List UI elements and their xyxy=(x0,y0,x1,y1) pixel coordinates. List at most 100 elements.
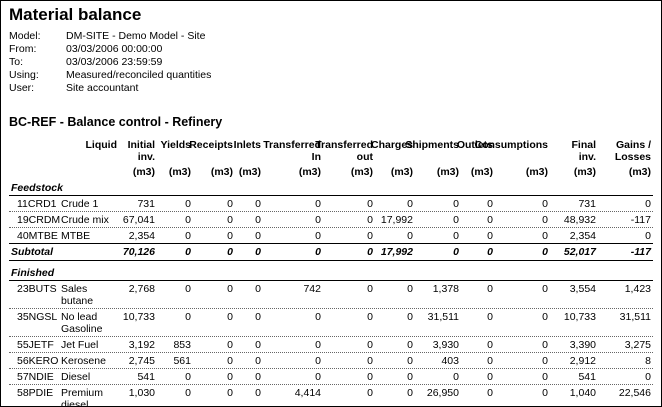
value-cell: 0 xyxy=(185,311,191,323)
value-cell: 0 xyxy=(407,283,413,295)
liquid-code: 11CRD1 xyxy=(17,198,57,210)
value-cell: 0 xyxy=(255,283,261,295)
value-cell: 0 xyxy=(367,339,373,351)
unit-cell: (m3) xyxy=(210,166,233,178)
value-cell: 0 xyxy=(315,230,321,242)
value-cell: 0 xyxy=(542,371,548,383)
column-header-9: Consumptions xyxy=(475,139,550,166)
value-cell: 0 xyxy=(185,371,191,383)
value-cell: 0 xyxy=(227,214,233,226)
value-cell: 0 xyxy=(255,214,261,226)
liquid-cell: 58PDIE Premium diesel xyxy=(9,385,119,407)
value-cell: 0 xyxy=(542,230,548,242)
liquid-name: Diesel xyxy=(61,371,91,383)
column-header-label: Shipments xyxy=(405,139,459,151)
value-cell: 0 xyxy=(407,230,413,242)
meta-label: To: xyxy=(9,56,24,68)
liquid-cell: 40MTBE MTBE xyxy=(9,228,119,243)
value-cell: 8 xyxy=(645,355,651,367)
column-header-label: Gains / Losses xyxy=(614,139,651,163)
value-cell: 0 xyxy=(367,355,373,367)
column-header-label: Consumptions xyxy=(474,139,549,151)
liquid-cell: 19CRDM Crude mix xyxy=(9,212,119,227)
unit-cell: (m3) xyxy=(390,166,413,178)
unit-cell: (m3) xyxy=(628,166,651,178)
value-cell: 0 xyxy=(185,198,191,210)
value-cell: 3,390 xyxy=(569,339,596,351)
group-label-finished: Finished xyxy=(9,265,653,281)
column-header-label: Yields xyxy=(160,139,191,151)
unit-cell: (m3) xyxy=(573,166,596,178)
liquid-cell: 57NDIE Diesel xyxy=(9,369,119,384)
value-cell: 2,354 xyxy=(128,230,155,242)
liquid-cell: 35NGSL No lead Gasoline xyxy=(9,309,119,336)
liquid-cell: 56KERO Kerosene xyxy=(9,353,119,368)
value-cell: 48,932 xyxy=(563,214,596,226)
value-cell: 2,745 xyxy=(128,355,155,367)
unit-cell: (m3) xyxy=(525,166,548,178)
liquid-code: 35NGSL xyxy=(17,311,58,323)
meta-value: 03/03/2006 23:59:59 xyxy=(66,56,163,68)
value-cell: 0 xyxy=(315,198,321,210)
value-cell: 0 xyxy=(407,371,413,383)
column-header-label: Charges xyxy=(370,139,413,151)
liquid-code: 57NDIE xyxy=(17,371,54,383)
value-cell: 22,546 xyxy=(618,387,651,399)
value-cell: 0 xyxy=(255,230,261,242)
unit-cell: (m3) xyxy=(168,166,191,178)
column-header-3: Inlets xyxy=(234,139,263,166)
value-cell: 0 xyxy=(407,311,413,323)
value-cell: -117 xyxy=(630,214,651,226)
value-cell: 0 xyxy=(227,311,233,323)
liquid-cell: 23BUTS Sales butane xyxy=(9,281,119,308)
unit-cell-empty xyxy=(9,166,119,180)
value-cell: 1,378 xyxy=(432,283,459,295)
value-cell: 731 xyxy=(578,198,596,210)
value-cell: 0 xyxy=(367,283,373,295)
column-header-6: Charges xyxy=(371,139,415,166)
table-row: 35NGSL No lead Gasoline 10,733 0 0 0 0 0 0 31,511… xyxy=(9,309,653,337)
liquid-cell: 11CRD1 Crude 1 xyxy=(9,196,119,211)
value-cell: 541 xyxy=(137,371,155,383)
unit-cell: (m3) xyxy=(238,166,261,178)
subtotal-value-cell: 52,017 xyxy=(563,246,596,258)
value-cell: 0 xyxy=(453,230,459,242)
subtotal-value-cell: 0 xyxy=(542,246,548,258)
value-cell: 0 xyxy=(185,387,191,399)
value-cell: 0 xyxy=(487,311,493,323)
liquid-code: 23BUTS xyxy=(17,283,57,295)
report-title: Material balance xyxy=(9,5,142,24)
value-cell: 0 xyxy=(227,371,233,383)
value-cell: 4,414 xyxy=(294,387,321,399)
value-cell: 2,768 xyxy=(128,283,155,295)
value-cell: 0 xyxy=(185,283,191,295)
value-cell: 853 xyxy=(173,339,191,351)
group-label-feedstock: Feedstock xyxy=(9,180,653,196)
value-cell: 0 xyxy=(255,339,261,351)
subtotal-value-cell: 0 xyxy=(315,246,321,258)
liquid-name: Sales butane xyxy=(61,283,94,307)
unit-cell: (m3) xyxy=(350,166,373,178)
liquid-name: Premium diesel xyxy=(61,387,104,407)
meta-label: User: xyxy=(9,82,35,94)
value-cell: 0 xyxy=(315,371,321,383)
liquid-code: 56KERO xyxy=(17,355,59,367)
liquid-name: Kerosene xyxy=(61,355,106,367)
meta-value: 03/03/2006 00:00:00 xyxy=(66,43,163,55)
column-header-label: Final inv. xyxy=(571,139,596,163)
value-cell: 731 xyxy=(137,198,155,210)
meta-value: Measured/reconciled quantities xyxy=(66,69,212,81)
meta-row-using: Using: Measured/reconciled quantities xyxy=(9,69,661,82)
table-row: 56KERO Kerosene 2,745 561 0 0 0 0 0 403 0 0 2,912 8 xyxy=(9,353,653,369)
table-unit-row: (m3) (m3) (m3) (m3) (m3) (m3) (m3) (m3) (m3) (m3)… xyxy=(9,166,653,180)
value-cell: 0 xyxy=(645,371,651,383)
table-row: 11CRD1 Crude 1 731 0 0 0 0 0 0 0 0 0 731 0 xyxy=(9,196,653,212)
value-cell: 31,511 xyxy=(427,311,459,323)
subtotal-value-cell: 0 xyxy=(367,246,373,258)
value-cell: 0 xyxy=(227,230,233,242)
value-cell: 0 xyxy=(315,355,321,367)
column-header-4: Transferred In xyxy=(263,139,323,166)
column-header-2: Receipts xyxy=(189,139,235,166)
value-cell: 0 xyxy=(542,311,548,323)
meta-value: Site accountant xyxy=(66,82,139,94)
